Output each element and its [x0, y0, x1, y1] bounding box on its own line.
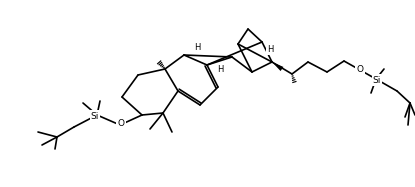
Polygon shape — [272, 62, 283, 71]
Text: H: H — [267, 45, 273, 53]
Text: H: H — [217, 65, 223, 73]
Text: O: O — [117, 119, 124, 128]
Text: H: H — [194, 42, 200, 51]
Text: O: O — [356, 65, 364, 73]
Text: Si: Si — [91, 111, 99, 120]
Text: Si: Si — [373, 76, 381, 85]
